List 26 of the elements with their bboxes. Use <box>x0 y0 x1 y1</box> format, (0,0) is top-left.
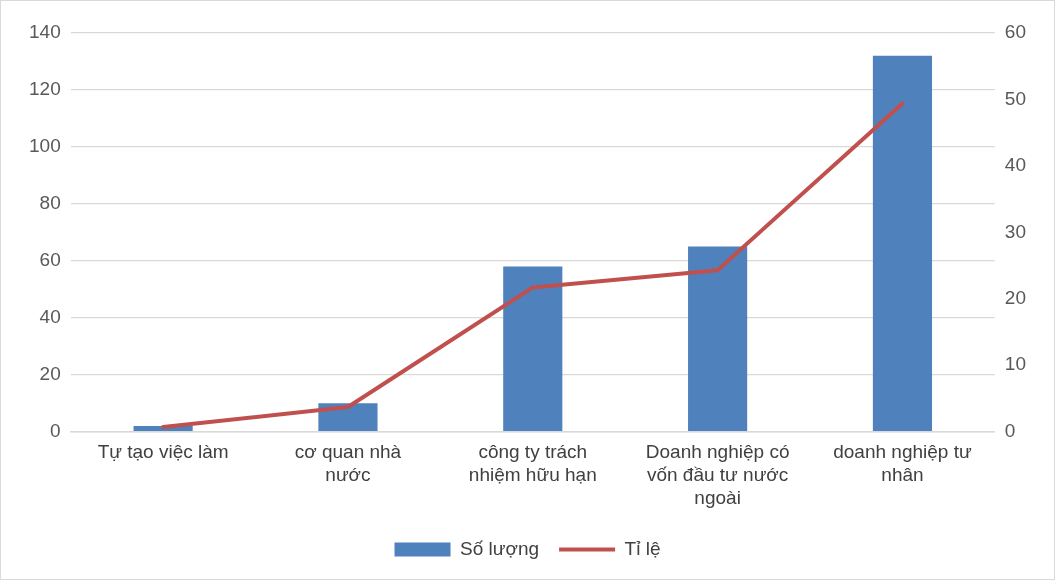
y2-tick-label: 50 <box>1004 87 1027 109</box>
x-tick-label: Tự tạo việc làm <box>97 441 229 463</box>
legend-label: Số lượng <box>460 537 540 559</box>
y-tick-label: 140 <box>29 21 61 43</box>
bar <box>872 55 933 431</box>
y-tick-label: 60 <box>39 249 61 271</box>
bar <box>688 246 748 431</box>
y2-tick-label: 30 <box>1004 220 1027 242</box>
y2-tick-label: 10 <box>1004 353 1027 375</box>
y-tick-label: 100 <box>29 135 61 157</box>
x-tick-label: công ty trách nhiệm hữu hạn <box>468 441 597 486</box>
x-tick-label: doanh nghiệp tư nhân <box>833 441 972 486</box>
y2-tick-label: 40 <box>1004 154 1027 176</box>
y-tick-label: 0 <box>50 419 61 441</box>
y-tick-label: 40 <box>39 305 61 327</box>
y-tick-label: 120 <box>29 78 61 100</box>
bar <box>503 266 563 431</box>
bar <box>318 403 378 431</box>
y2-tick-label: 20 <box>1004 286 1027 308</box>
x-tick-label: cơ quan nhà nước <box>294 441 402 486</box>
y2-tick-label: 0 <box>1004 419 1016 441</box>
y-tick-label: 80 <box>39 192 61 214</box>
y-tick-label: 20 <box>39 362 61 384</box>
x-tick-label: Doanh nghiệp có vốn đầu tư nước ngoài <box>645 441 790 508</box>
legend-label: Tỉ lệ <box>624 537 661 559</box>
y2-tick-label: 60 <box>1004 21 1027 43</box>
